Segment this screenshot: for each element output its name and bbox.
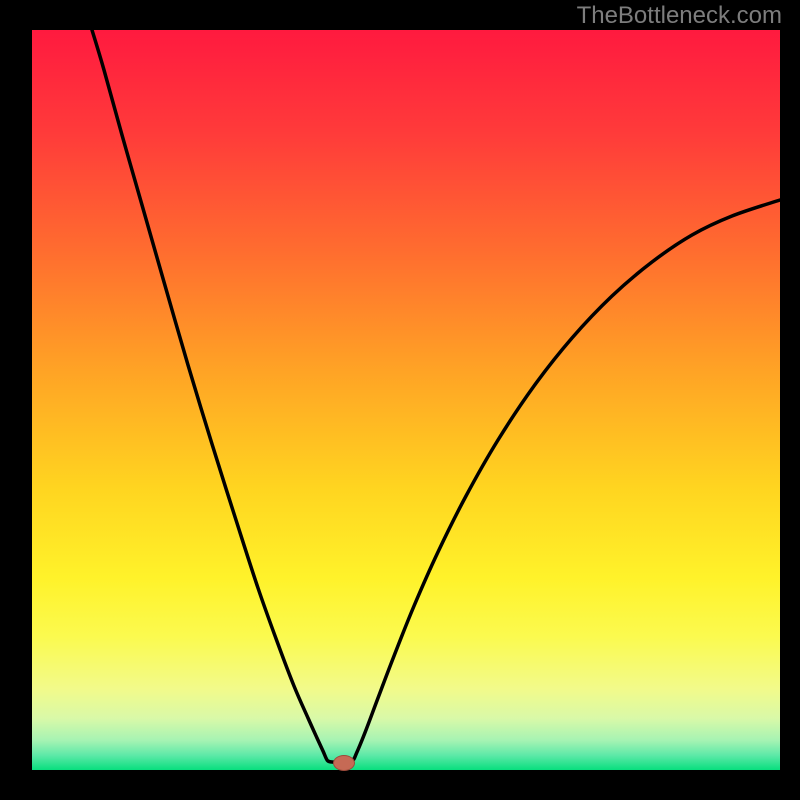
plot-area [32, 30, 780, 770]
optimum-marker [333, 755, 355, 771]
bottleneck-curve [32, 30, 780, 770]
watermark-text: TheBottleneck.com [577, 2, 782, 30]
curve-path [92, 30, 780, 762]
chart-frame: TheBottleneck.com [0, 0, 800, 800]
